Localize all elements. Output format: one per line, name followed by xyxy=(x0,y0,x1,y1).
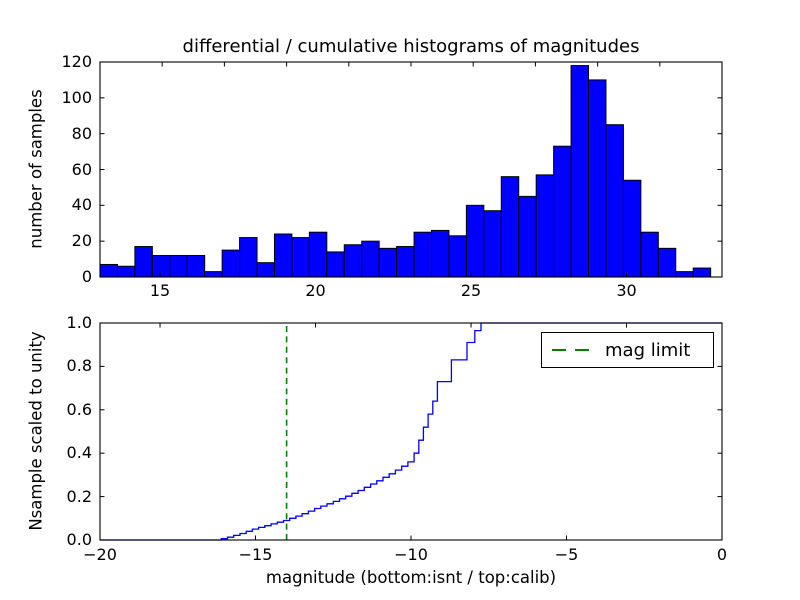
histogram-bar xyxy=(343,244,363,278)
bottom-ytick-label: 0.0 xyxy=(66,530,92,549)
histogram-bar xyxy=(448,235,467,278)
histogram-bar xyxy=(221,249,241,278)
bottom-ytick-label: 0.8 xyxy=(66,356,92,376)
bottom-chart-xlabel: magnitude (bottom:isnt / top:calib) xyxy=(265,568,557,587)
histogram-bar xyxy=(116,265,136,278)
histogram-bar xyxy=(326,251,345,278)
histogram-bar xyxy=(500,176,520,278)
top-ytick-label: 0 xyxy=(81,267,92,286)
bottom-xtick-label: 0 xyxy=(716,545,728,564)
histogram-bar xyxy=(430,229,450,278)
legend-dashed-line-icon xyxy=(552,349,596,351)
chart-title: differential / cumulative histograms of … xyxy=(182,36,640,57)
histogram-bar xyxy=(588,79,607,278)
histogram-bar xyxy=(186,255,206,278)
bottom-ytick-label: 0.2 xyxy=(66,486,92,506)
histogram-bar xyxy=(518,195,537,278)
histogram-bar xyxy=(622,179,642,278)
histogram-bar xyxy=(134,246,153,278)
histogram-bar xyxy=(605,124,624,278)
top-ytick-label: 100 xyxy=(61,87,92,107)
histogram-bar xyxy=(378,247,398,278)
legend-box: mag limit xyxy=(541,332,714,368)
histogram-bar xyxy=(465,204,485,278)
bottom-ytick-label: 1.0 xyxy=(66,313,92,332)
histogram-bar xyxy=(483,210,502,278)
top-ytick-label: 20 xyxy=(71,231,92,251)
histogram-bar xyxy=(308,231,328,278)
bottom-xtick-label: −15 xyxy=(238,545,273,564)
top-xtick-label: 20 xyxy=(305,281,326,300)
cumulative-curve xyxy=(100,322,722,541)
histogram-bar xyxy=(291,237,310,278)
histogram-bar xyxy=(570,65,590,278)
top-xtick-label: 25 xyxy=(460,281,482,300)
histogram-bar xyxy=(396,246,415,278)
histogram-bar xyxy=(413,231,432,278)
top-ytick-label: 60 xyxy=(71,159,92,179)
bottom-xtick-label: −10 xyxy=(394,545,428,564)
bottom-xtick-label: −5 xyxy=(554,545,579,564)
histogram-bar xyxy=(273,233,293,278)
histogram-bar xyxy=(256,262,275,278)
histogram-bar xyxy=(535,174,555,278)
histogram-bar xyxy=(640,231,659,278)
top-xtick-label: 30 xyxy=(616,281,637,300)
histogram-bar xyxy=(169,255,188,278)
histogram-bar xyxy=(361,240,380,278)
histogram-bar xyxy=(692,267,712,278)
histogram-bar xyxy=(204,271,223,278)
bottom-ytick-label: 0.4 xyxy=(66,443,92,463)
bottom-xtick-label: −20 xyxy=(83,545,117,564)
top-ytick-label: 120 xyxy=(61,52,92,71)
histogram-bar xyxy=(675,271,694,278)
legend-label: mag limit xyxy=(605,339,691,361)
top-ytick-label: 80 xyxy=(71,123,92,143)
top-ytick-label: 40 xyxy=(71,195,92,215)
histogram-bar xyxy=(657,247,677,278)
histogram-bar xyxy=(151,255,171,278)
top-xtick-label: 15 xyxy=(149,281,171,300)
histogram-bar xyxy=(239,237,258,278)
histogram-bar xyxy=(553,145,572,278)
bottom-ytick-label: 0.6 xyxy=(66,399,92,419)
histogram-bar xyxy=(99,263,118,278)
